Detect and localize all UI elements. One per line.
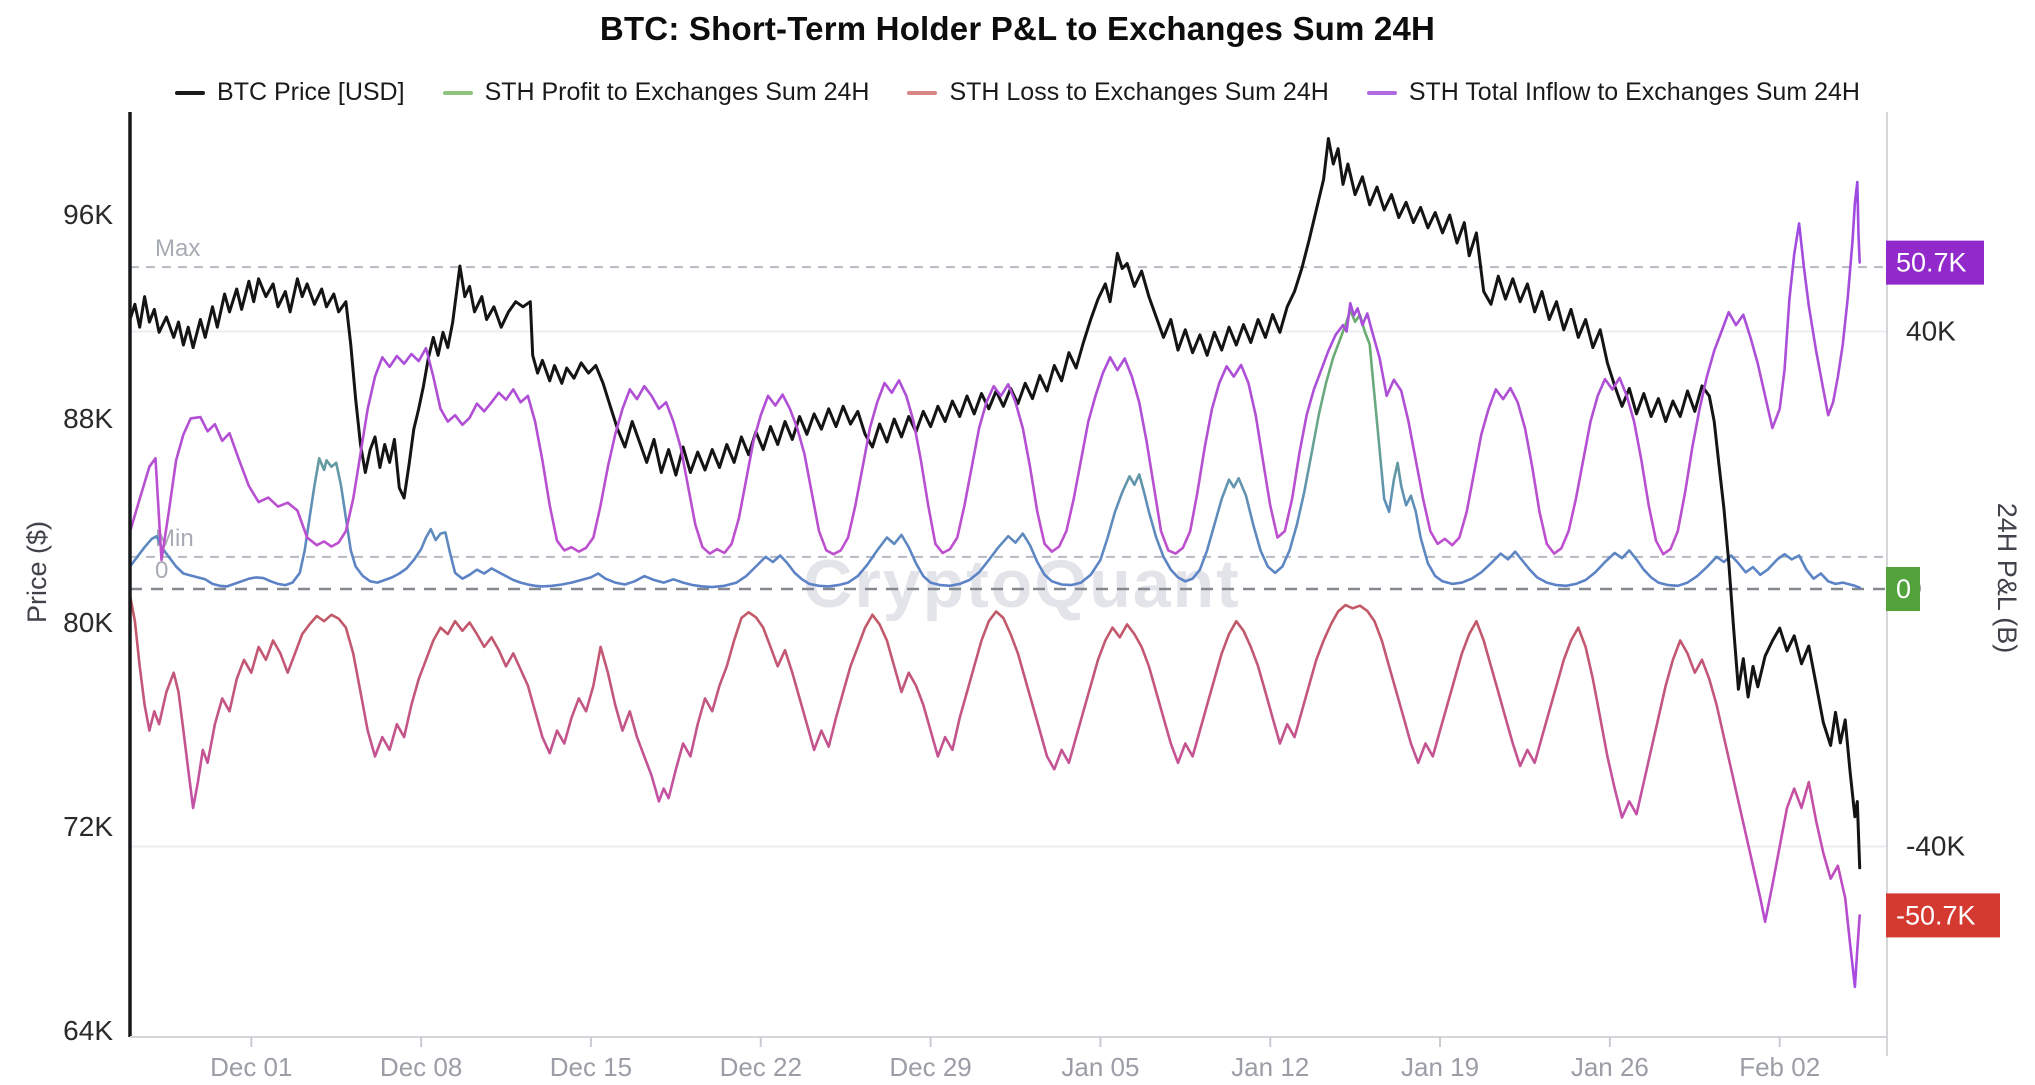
watermark: CryptoQuant xyxy=(803,546,1241,622)
legend-item-sth-total-inflow[interactable]: STH Total Inflow to Exchanges Sum 24H xyxy=(1366,78,1860,107)
sth-total-inflow-swatch-icon xyxy=(1366,90,1397,95)
max-line-label: Max xyxy=(155,235,200,262)
legend-item-sth-loss[interactable]: STH Loss to Exchanges Sum 24H xyxy=(907,78,1329,107)
legend-label: STH Total Inflow to Exchanges Sum 24H xyxy=(1408,78,1860,106)
x-axis-tick-label: Jan 12 xyxy=(1231,1052,1309,1082)
badge-rect xyxy=(1886,567,1920,611)
badge-value: -50.7K xyxy=(1896,900,1976,930)
last-value-badge: -50.7K xyxy=(1886,893,2000,938)
chart-legend: BTC Price [USD] STH Profit to Exchanges … xyxy=(0,78,2035,107)
sth-loss-swatch-icon xyxy=(907,90,938,95)
last-value-badge: 50.7K xyxy=(1886,240,1984,285)
x-axis-tick-label: Dec 22 xyxy=(720,1052,802,1082)
zero-line-label: 0 xyxy=(155,557,168,584)
series-line-sth-loss-to-exchanges-sum-24h xyxy=(128,594,1861,989)
x-axis-tick-label: Jan 19 xyxy=(1401,1052,1479,1082)
page-title: BTC: Short-Term Holder P&L to Exchanges … xyxy=(599,10,1436,47)
left-axis-title: Price ($) xyxy=(22,521,52,623)
legend-item-btc-price[interactable]: BTC Price [USD] xyxy=(175,78,405,107)
x-axis-tick-label: Dec 15 xyxy=(550,1052,632,1082)
series-line-sth-profit-to-exchanges-sum-24h xyxy=(128,308,1861,590)
legend-label: BTC Price [USD] xyxy=(217,78,405,106)
legend-label: STH Loss to Exchanges Sum 24H xyxy=(949,78,1329,106)
last-value-badge: 0 xyxy=(1886,567,1920,611)
left-axis-tick-label: 64K xyxy=(63,1015,113,1046)
btc-price-swatch-icon xyxy=(175,90,206,95)
x-axis-tick-label: Jan 05 xyxy=(1061,1052,1139,1082)
left-axis-tick-label: 80K xyxy=(63,607,113,638)
badge-value: 0 xyxy=(1896,574,1911,604)
badge-value: 50.7K xyxy=(1896,248,1967,278)
badge-rect xyxy=(1886,893,2000,938)
x-axis-tick-label: Jan 26 xyxy=(1571,1052,1649,1082)
legend-label: STH Profit to Exchanges Sum 24H xyxy=(484,78,870,106)
x-axis-tick-label: Dec 29 xyxy=(889,1052,971,1082)
left-axis-tick-label: 96K xyxy=(63,199,113,230)
left-axis-tick-label: 88K xyxy=(63,403,113,434)
sth-profit-swatch-icon xyxy=(442,90,473,95)
right-axis-title: 24H P&L (B) xyxy=(1992,503,2022,654)
right-axis-tick-label: 40K xyxy=(1906,316,1956,347)
x-axis-tick-label: Feb 02 xyxy=(1739,1052,1820,1082)
x-axis-tick-label: Dec 01 xyxy=(210,1052,292,1082)
x-axis-tick-label: Dec 08 xyxy=(380,1052,462,1082)
badge-rect xyxy=(1886,240,1984,285)
right-axis-tick-label: -40K xyxy=(1906,831,1965,862)
legend-item-sth-profit[interactable]: STH Profit to Exchanges Sum 24H xyxy=(442,78,870,107)
series-line-sth-total-inflow-to-exchanges-sum-24h xyxy=(128,180,1861,562)
series-line-btc-price-usd- xyxy=(128,137,1862,870)
left-axis-tick-label: 72K xyxy=(63,811,113,842)
